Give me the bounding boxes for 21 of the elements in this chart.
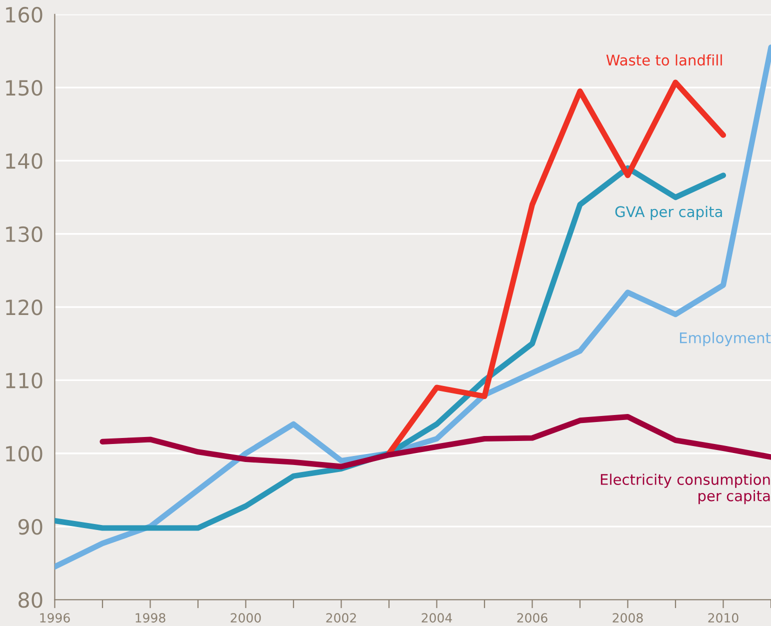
x-tick-label: 2008 [612,613,643,623]
y-tick-label: 150 [6,80,42,96]
x-tick-label: 2010 [708,613,738,623]
y-tick-label: 90 [18,518,42,535]
y-tick-label: 160 [6,6,42,23]
x-tick-label: 1998 [136,613,166,623]
x-tick-label: 2002 [326,613,356,623]
y-tick-label: 80 [18,592,42,608]
series-label: Employment [680,332,771,346]
y-tick-label: 100 [6,446,42,462]
x-tick-label: 1996 [40,613,70,623]
series-label: Electricity consumption per capita [600,474,770,504]
x-tick-label: 2006 [517,613,548,623]
y-tick-label: 140 [6,153,42,169]
series-label: Waste to landfill [606,54,722,66]
x-tick-label: 2000 [230,613,261,623]
y-tick-label: 110 [6,372,42,388]
y-tick-label: 130 [6,226,42,242]
y-tick-label: 120 [6,300,42,316]
x-tick-label: 2004 [422,613,452,623]
series-label: GVA per capita [615,206,722,220]
